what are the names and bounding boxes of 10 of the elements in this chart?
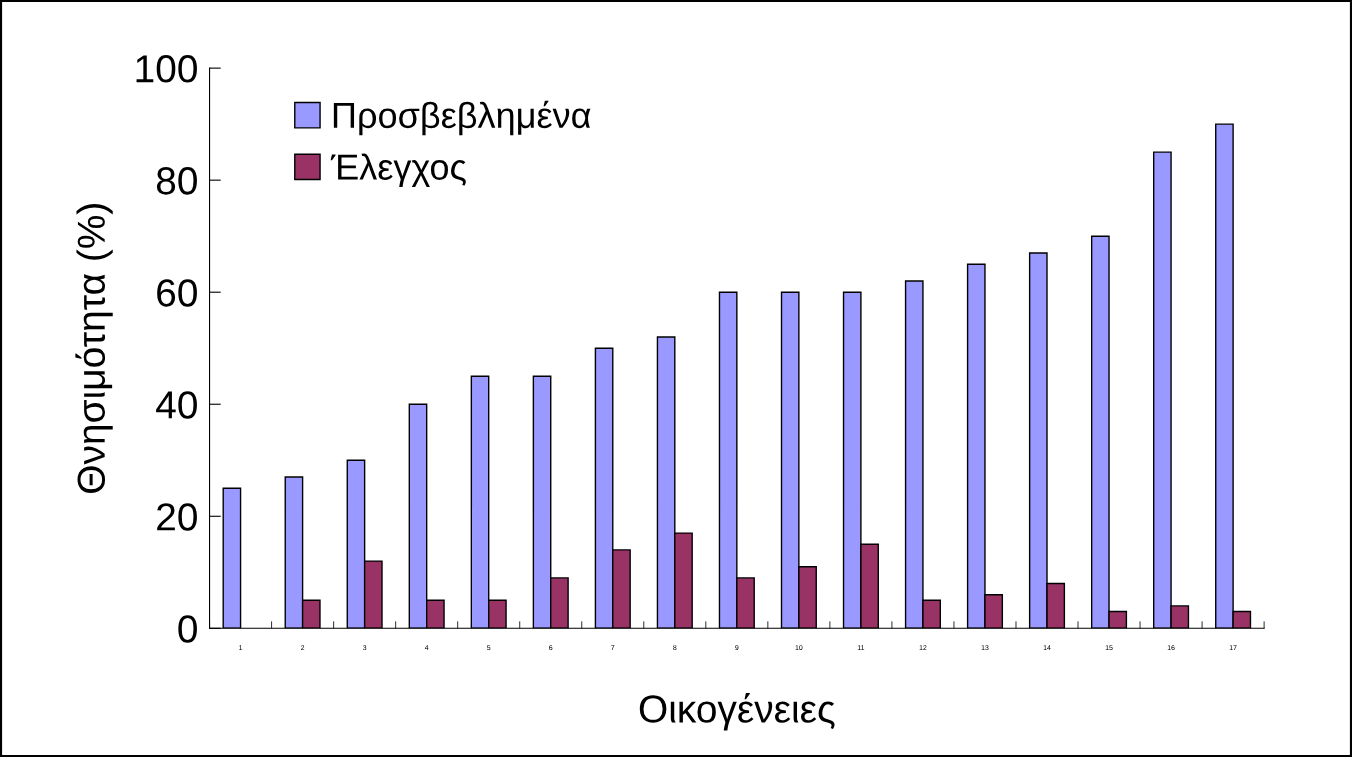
x-axis-title: Οικογένειες bbox=[639, 693, 835, 731]
y-tick-label: 20 bbox=[157, 503, 197, 531]
y-tick-label: 60 bbox=[157, 279, 197, 307]
y-tick-label: 80 bbox=[156, 167, 197, 195]
y-tick-label: 40 bbox=[156, 391, 197, 419]
legend-label: Προσβεβλημένα bbox=[333, 100, 591, 136]
y-axis-title: Θνησιμότητα (%) bbox=[75, 204, 113, 493]
y-tick-label: 0 bbox=[178, 615, 197, 643]
y-tick-label: 100 bbox=[136, 55, 197, 83]
legend-label: Έλεγχος bbox=[330, 153, 466, 188]
